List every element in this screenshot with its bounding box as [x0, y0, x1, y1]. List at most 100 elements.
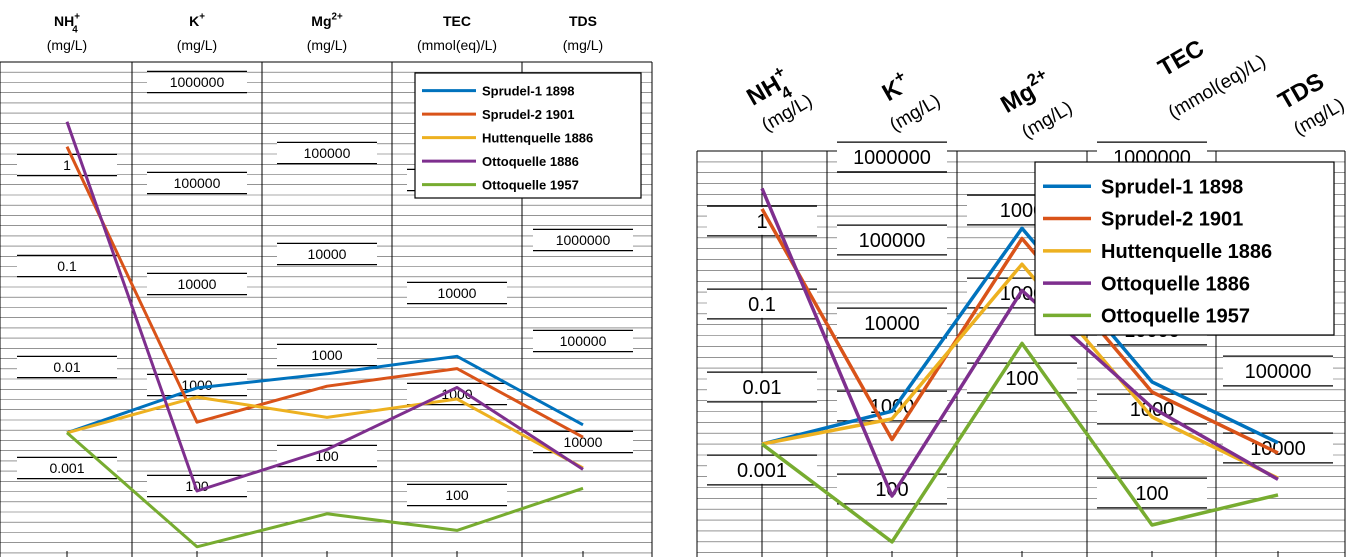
legend-label: Sprudel-1 1898: [482, 83, 575, 98]
legend-label: Sprudel-2 1901: [1101, 209, 1243, 231]
legend-entry-huttenquelle-1886: Huttenquelle 1886: [422, 130, 593, 145]
tick-label-bg: [147, 72, 247, 92]
tick-label: 0.001: [737, 460, 787, 482]
series-line-sprudel-1-1898: [761, 226, 1279, 446]
tick-label: 1: [756, 211, 767, 233]
tick-label: 100: [1005, 368, 1038, 390]
legend-label: Ottoquelle 1886: [482, 154, 579, 169]
tick-label-bg: [147, 375, 247, 395]
tick-label-bg: [1097, 479, 1207, 507]
header-name: K+: [189, 12, 205, 29]
series-line-sprudel-2-1901: [65, 146, 584, 439]
column-header-k: K+ (mg/L): [177, 12, 217, 53]
header-base: Mg: [311, 13, 331, 29]
legend-entry-sprudel-1-1898: Sprudel-1 1898: [422, 83, 575, 98]
data-series: [65, 121, 584, 549]
header-name: NH+4: [54, 12, 80, 36]
legend-entry-huttenquelle-1886: Huttenquelle 1886: [1043, 241, 1272, 263]
tick-label: 100: [1135, 483, 1168, 505]
legend-entry-sprudel-2-1901: Sprudel-2 1901: [422, 107, 575, 122]
schoeller-plot-left: NH+ 4(mg/L)K+(mg/L)Mg2+(mg/L)TEC(mmol(eq)…: [0, 12, 653, 557]
tick-label: 0.01: [743, 377, 782, 399]
header-base: TDS: [569, 13, 597, 29]
tick-label: 100000: [560, 333, 607, 349]
header-unit: (mg/L): [177, 37, 217, 53]
tick-label: 0.1: [57, 258, 77, 274]
column-header-nh: NH+4(mg/L): [47, 12, 87, 53]
column-header-tec: TEC(mmol(eq)/L): [1154, 35, 1270, 124]
column-header-nh: NH+4(mg/L): [742, 61, 816, 136]
tick-label: 1: [63, 157, 71, 173]
tick-label: 0.1: [748, 294, 776, 316]
legend-label: Huttenquelle 1886: [482, 130, 593, 145]
header-sup: +: [74, 12, 80, 23]
legend: Sprudel-1 1898 Sprudel-2 1901 Huttenquelle…: [414, 72, 642, 199]
tick-label: 10000: [864, 313, 920, 335]
tick-label: 100: [445, 487, 469, 503]
tick-label-bg: [277, 244, 377, 264]
tick-label: 1000: [311, 347, 342, 363]
legend-entry-ottoquelle-1886: Ottoquelle 1886: [422, 154, 579, 169]
tick-label-bg: [707, 373, 817, 401]
series-line-huttenquelle-1886: [761, 262, 1279, 480]
header-base: K: [189, 13, 199, 29]
schoeller-plot-right: NH+4(mg/L) K+(mg/L) Mg2+(mg/L) TEC(mmol(eq)…: [696, 35, 1348, 557]
tick-label-bg: [17, 256, 117, 276]
series-line-ottoquelle-1957: [66, 431, 584, 549]
tick-label-bg: [17, 155, 117, 175]
legend-entry-ottoquelle-1957: Ottoquelle 1957: [1043, 306, 1250, 328]
tick-label-bg: [147, 476, 247, 496]
series-line-sprudel-2-1901: [760, 208, 1279, 455]
header-base: TEC: [443, 13, 471, 29]
legend-label: Ottoquelle 1886: [1101, 273, 1250, 295]
tick-label-bg: [1223, 357, 1333, 385]
header-name: K+: [875, 66, 915, 107]
tick-label: 10000: [308, 246, 347, 262]
header-base: TEC: [1154, 35, 1209, 82]
legend-entry-ottoquelle-1957: Ottoquelle 1957: [422, 177, 579, 192]
legend-entry-ottoquelle-1886: Ottoquelle 1886: [1043, 273, 1250, 295]
tick-label: 10000: [1250, 438, 1306, 460]
tick-label-bg: [707, 290, 817, 318]
legend-label: Ottoquelle 1957: [1101, 306, 1250, 328]
header-unit: (mg/L): [563, 37, 603, 53]
tick-label-bg: [17, 458, 117, 478]
column-header-mg: Mg2+(mg/L): [996, 64, 1076, 143]
tick-label: 100000: [304, 145, 351, 161]
tick-label-bg: [17, 357, 117, 377]
legend-box: [1034, 161, 1335, 336]
tick-label: 10000: [178, 276, 217, 292]
header-name: Mg2+: [311, 12, 343, 29]
tick-label-bg: [147, 274, 247, 294]
legend-label: Sprudel-1 1898: [1101, 176, 1243, 198]
column-header-mg: Mg2+ (mg/L): [307, 12, 347, 53]
header-sup: 2+: [332, 12, 343, 23]
tick-label: 100000: [1245, 361, 1312, 383]
legend-entry-sprudel-2-1901: Sprudel-2 1901: [1043, 209, 1243, 231]
tick-label-bg: [967, 364, 1077, 392]
tick-label-bg: [837, 226, 947, 254]
series-line-ottoquelle-1886: [760, 187, 1279, 498]
legend-box: [414, 72, 642, 199]
header-name: TDS: [569, 13, 597, 29]
column-header-tec: TEC(mmol(eq)/L): [417, 13, 497, 53]
tick-label: 10000: [438, 285, 477, 301]
column-header-k: K+(mg/L): [875, 66, 945, 136]
legend-label: Huttenquelle 1886: [1101, 241, 1272, 263]
tick-label: 0.01: [53, 359, 80, 375]
header-unit: (mg/L): [307, 37, 347, 53]
series-line-ottoquelle-1957: [760, 341, 1279, 544]
legend-entry-sprudel-1-1898: Sprudel-1 1898: [1043, 176, 1243, 198]
tick-label-bg: [277, 345, 377, 365]
tick-label-bg: [277, 446, 377, 466]
header-sub: 4: [72, 24, 78, 35]
header-sup: +: [199, 12, 205, 23]
tick-label-bg: [837, 143, 947, 171]
tick-label-bg: [277, 143, 377, 163]
header-name: TEC: [1154, 35, 1209, 82]
legend-label: Sprudel-2 1901: [482, 107, 575, 122]
tick-label: 1000000: [556, 232, 611, 248]
series-line-sprudel-1-1898: [66, 354, 584, 435]
tick-label: 1000: [1000, 200, 1045, 222]
